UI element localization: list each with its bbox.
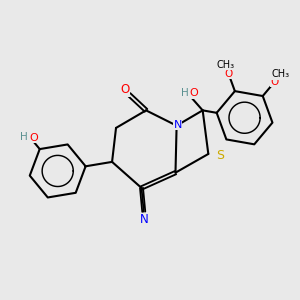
Text: O: O [29, 133, 38, 143]
Text: N: N [140, 213, 149, 226]
Text: CH₃: CH₃ [216, 59, 234, 70]
Text: S: S [216, 149, 224, 162]
Text: H: H [20, 132, 27, 142]
Text: CH₃: CH₃ [272, 69, 290, 79]
Text: O: O [224, 69, 232, 79]
Text: O: O [271, 77, 279, 87]
Text: O: O [121, 83, 130, 96]
Text: O: O [190, 88, 199, 98]
Text: N: N [174, 119, 182, 130]
Text: H: H [181, 88, 188, 98]
